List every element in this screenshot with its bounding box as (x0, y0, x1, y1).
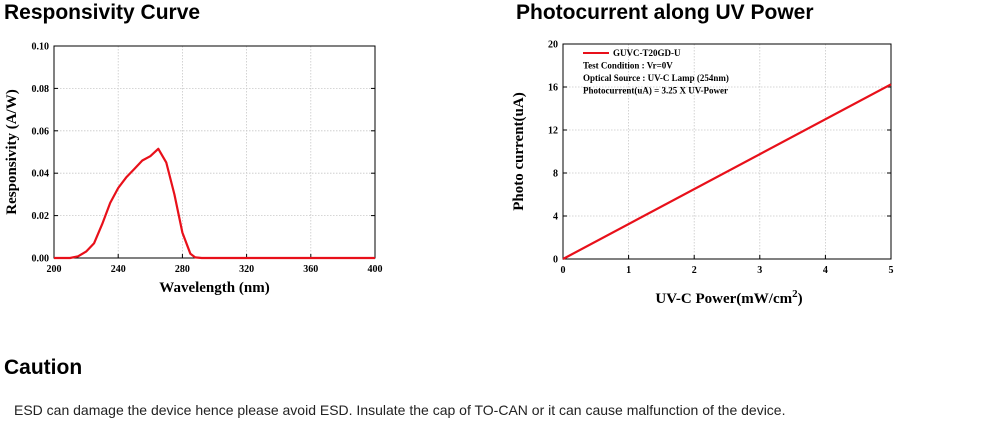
x-axis-label: UV-C Power(mW/cm2) (655, 288, 802, 307)
y-tick-label: 0.08 (32, 84, 50, 95)
y-axis-label: Responsivity (A/W) (4, 89, 20, 214)
section-title-photocurrent: Photocurrent along UV Power (516, 1, 814, 24)
x-tick-label: 240 (111, 264, 126, 275)
plot-frame (562, 43, 892, 260)
legend-entry: Optical Source : UV-C Lamp (254nm) (583, 73, 729, 83)
y-tick-label: 16 (548, 83, 558, 94)
x-tick-label: 2 (692, 265, 697, 276)
section-title-responsivity: Responsivity Curve (4, 1, 201, 24)
y-tick-label: 20 (548, 40, 558, 51)
legend-entry: Photocurrent(uA) = 3.25 X UV-Power (583, 86, 728, 96)
y-tick-label: 0.04 (32, 169, 50, 180)
x-tick-label: 4 (823, 265, 828, 276)
x-tick-label: 1 (626, 265, 631, 276)
legend-entry: GUVC-T20GD-U (613, 48, 681, 58)
x-tick-label: 280 (175, 264, 190, 275)
y-tick-label: 0.10 (32, 42, 50, 53)
x-tick-label: 5 (889, 265, 894, 276)
y-tick-label: 0.02 (32, 211, 50, 222)
series-line (54, 147, 375, 260)
x-tick-label: 200 (47, 264, 62, 275)
series-line (562, 83, 892, 260)
y-tick-label: 8 (553, 169, 558, 180)
x-axis-label-end: ) (798, 291, 803, 307)
x-tick-label: 360 (303, 264, 318, 275)
x-tick-label: 400 (368, 264, 383, 275)
y-tick-label: 4 (553, 212, 558, 223)
y-tick-label: 0.06 (32, 126, 50, 137)
y-tick-label: 0 (553, 255, 558, 266)
legend-entry: Test Condition : Vr=0V (583, 61, 673, 71)
y-tick-label: 12 (548, 126, 558, 137)
x-axis-label: Wavelength (nm) (159, 280, 269, 296)
caution-title: Caution (4, 356, 83, 379)
x-tick-label: 0 (561, 265, 566, 276)
x-tick-label: 3 (757, 265, 762, 276)
x-tick-label: 320 (239, 264, 254, 275)
caution-text: ESD can damage the device hence please a… (14, 402, 786, 418)
y-tick-label: 0.00 (32, 254, 50, 265)
y-axis-label: Photo current(uA) (511, 92, 527, 210)
x-axis-label-superscript: 2 (792, 288, 798, 300)
